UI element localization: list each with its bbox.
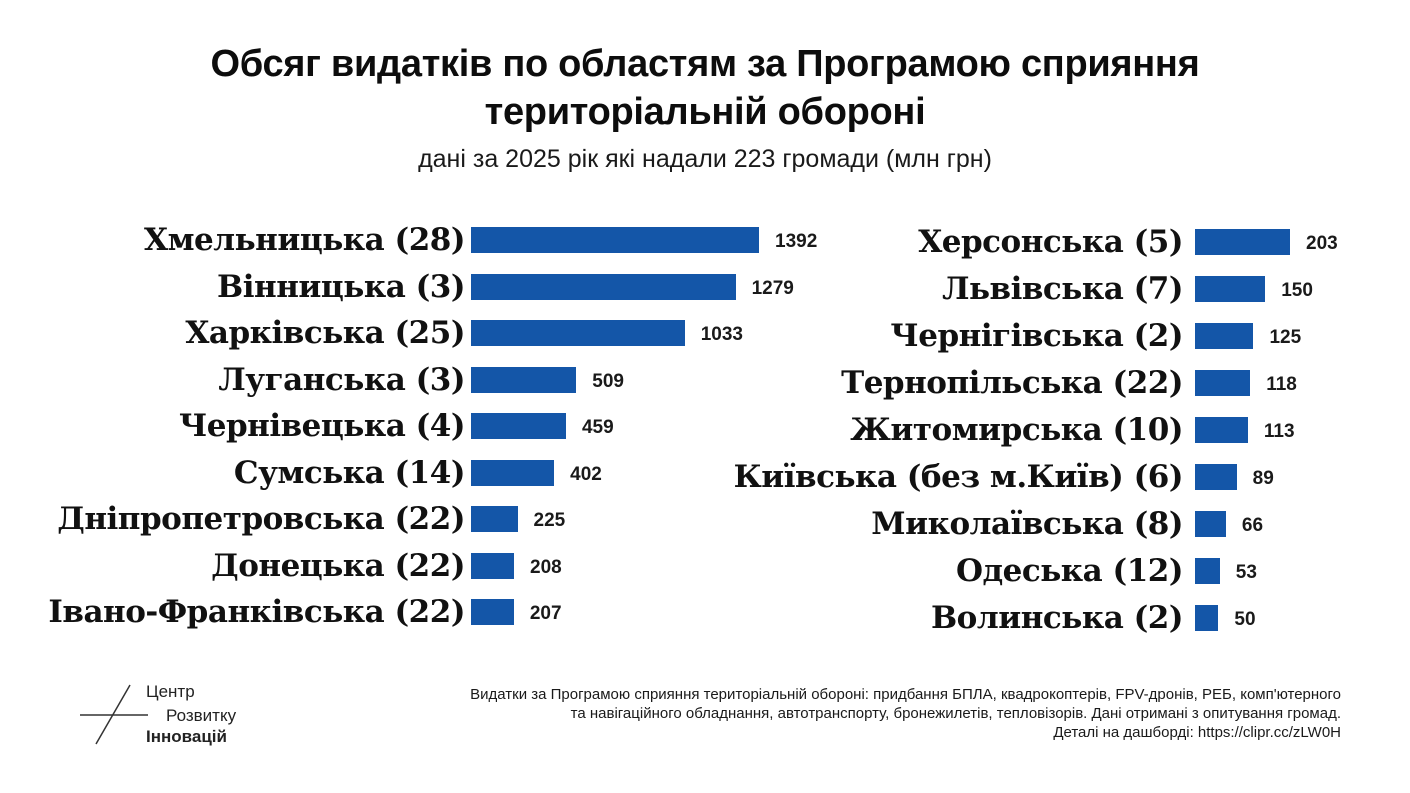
category-label: Івано-Франківська (22) <box>48 594 465 630</box>
category-label: Херсонська (5) <box>918 224 1183 260</box>
logo-text-1: Центр <box>146 682 195 701</box>
logo: Центр Розвитку Інновацій <box>78 682 278 752</box>
title-line-1: Обсяг видатків по областям за Програмою … <box>210 43 1200 85</box>
value-label: 150 <box>1281 280 1313 301</box>
bar <box>1195 464 1237 490</box>
value-label: 1033 <box>700 324 743 345</box>
value-label: 207 <box>529 603 562 624</box>
value-label: 125 <box>1269 327 1302 348</box>
category-label: Донецька (22) <box>211 547 465 584</box>
value-label: 66 <box>1241 515 1264 536</box>
title-line-2: територіальній обороні <box>484 91 926 133</box>
category-label: Сумська (14) <box>233 454 466 491</box>
bar <box>1195 511 1226 537</box>
value-label: 113 <box>1263 421 1295 442</box>
value-label: 1279 <box>751 277 794 299</box>
footnote-line-1: Видатки за Програмою сприяння територіал… <box>470 686 1341 703</box>
footnote: Видатки за Програмою сприяння територіал… <box>341 685 1341 742</box>
logo-text-2: Розвитку <box>166 706 237 725</box>
chart-subtitle: дані за 2025 рік які надали 223 громади … <box>418 145 992 173</box>
value-label: 50 <box>1234 609 1256 630</box>
footnote-line-2: та навігаційного обладнання, автотранспо… <box>570 705 1341 722</box>
category-label: Житомирська (10) <box>850 412 1183 448</box>
bar <box>1195 276 1266 302</box>
value-label: 225 <box>533 510 566 531</box>
bar <box>1195 558 1220 584</box>
footnote-line-3: Деталі на дашборді: https://clipr.cc/zLW… <box>1053 724 1341 741</box>
category-label: Волинська (2) <box>930 600 1184 636</box>
category-label: Миколаївська (8) <box>871 506 1183 542</box>
category-label: Чернігівська (2) <box>890 318 1183 354</box>
category-label: Чернівецька (4) <box>178 408 466 444</box>
bar <box>1195 323 1254 349</box>
bar <box>471 413 566 439</box>
category-label: Луганська (3) <box>218 361 465 398</box>
bar <box>1195 605 1219 631</box>
category-label: Хмельницька (28) <box>144 222 465 258</box>
bar <box>471 273 736 300</box>
category-label: Одеська (12) <box>955 553 1184 589</box>
value-label: 89 <box>1252 468 1274 489</box>
bar <box>471 552 515 579</box>
category-label: Тернопільська (22) <box>841 365 1183 401</box>
bar <box>471 366 577 393</box>
value-label: 208 <box>530 556 562 578</box>
logo-mark-icon <box>80 684 148 745</box>
value-label: 459 <box>581 417 614 438</box>
category-label: Харківська (25) <box>185 315 465 351</box>
category-label: Дніпропетровська (22) <box>57 501 465 537</box>
value-label: 1392 <box>775 231 818 252</box>
bar <box>471 599 514 625</box>
value-label: 509 <box>592 370 624 392</box>
value-label: 203 <box>1306 233 1338 254</box>
value-label: 118 <box>1266 374 1297 395</box>
bar <box>1195 370 1251 396</box>
category-label: Київська (без м.Київ) (6) <box>733 459 1184 495</box>
logo-text-3: Інновацій <box>146 727 227 746</box>
category-label: Львівська (7) <box>942 271 1183 307</box>
bar <box>1195 417 1248 443</box>
value-label: 53 <box>1235 562 1257 583</box>
bar <box>471 506 518 532</box>
category-label: Вінницька (3) <box>217 268 465 305</box>
value-label: 402 <box>570 463 602 485</box>
bar <box>471 459 555 486</box>
bar <box>471 227 759 253</box>
bar <box>1195 229 1290 255</box>
chart-title: Обсяг видатків по областям за Програмою … <box>0 40 1410 136</box>
bar <box>471 320 685 346</box>
